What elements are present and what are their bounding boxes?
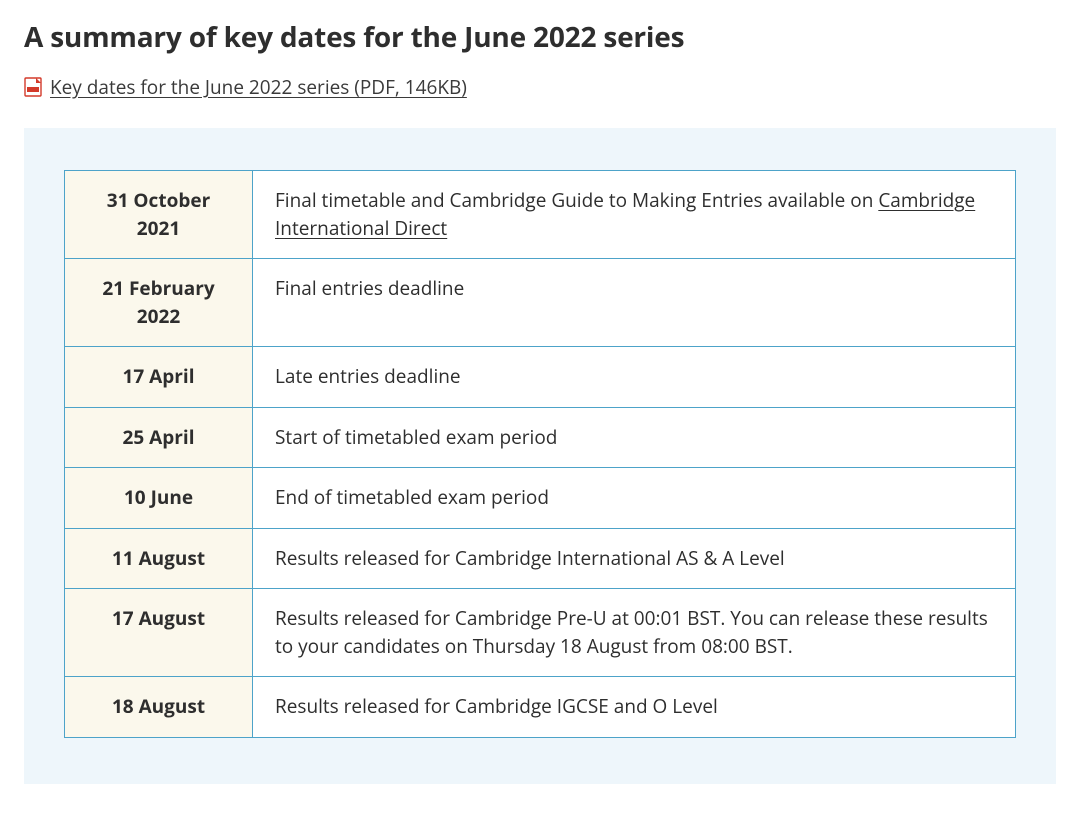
- date-cell: 10 June: [65, 468, 253, 529]
- description-text: Results released for Cambridge Internati…: [275, 545, 785, 571]
- description-text: Start of timetabled exam period: [275, 424, 557, 450]
- pdf-icon: [24, 77, 42, 97]
- date-cell: 25 April: [65, 407, 253, 468]
- download-pdf-link[interactable]: Key dates for the June 2022 series (PDF,…: [50, 74, 467, 100]
- table-row: 11 August Results released for Cambridge …: [65, 528, 1016, 589]
- date-cell: 18 August: [65, 677, 253, 738]
- date-cell: 31 October 2021: [65, 171, 253, 259]
- table-row: 18 August Results released for Cambridge …: [65, 677, 1016, 738]
- description-cell: Start of timetabled exam period: [253, 407, 1016, 468]
- download-row: Key dates for the June 2022 series (PDF,…: [24, 74, 1056, 100]
- table-row: 25 April Start of timetabled exam period: [65, 407, 1016, 468]
- key-dates-table: 31 October 2021 Final timetable and Cambr…: [64, 170, 1016, 738]
- page-title: A summary of key dates for the June 2022…: [24, 18, 1056, 56]
- description-cell: Final entries deadline: [253, 259, 1016, 347]
- date-cell: 11 August: [65, 528, 253, 589]
- description-cell: Results released for Cambridge Internati…: [253, 528, 1016, 589]
- description-text: End of timetabled exam period: [275, 484, 549, 510]
- date-cell: 17 April: [65, 347, 253, 408]
- table-row: 21 February 2022 Final entries deadline: [65, 259, 1016, 347]
- key-dates-tbody: 31 October 2021 Final timetable and Cambr…: [65, 171, 1016, 738]
- table-row: 17 August Results released for Cambridge …: [65, 589, 1016, 677]
- table-row: 31 October 2021 Final timetable and Cambr…: [65, 171, 1016, 259]
- description-cell: Late entries deadline: [253, 347, 1016, 408]
- date-cell: 17 August: [65, 589, 253, 677]
- key-dates-panel: 31 October 2021 Final timetable and Cambr…: [24, 128, 1056, 784]
- description-cell: Results released for Cambridge Pre-U at …: [253, 589, 1016, 677]
- description-cell: Final timetable and Cambridge Guide to M…: [253, 171, 1016, 259]
- description-cell: End of timetabled exam period: [253, 468, 1016, 529]
- description-text: Results released for Cambridge IGCSE and…: [275, 693, 718, 719]
- date-cell: 21 February 2022: [65, 259, 253, 347]
- description-text: Final entries deadline: [275, 275, 464, 301]
- description-text: Results released for Cambridge Pre-U at …: [275, 605, 988, 659]
- description-cell: Results released for Cambridge IGCSE and…: [253, 677, 1016, 738]
- description-text: Final timetable and Cambridge Guide to M…: [275, 187, 878, 213]
- table-row: 17 April Late entries deadline: [65, 347, 1016, 408]
- table-row: 10 June End of timetabled exam period: [65, 468, 1016, 529]
- description-text: Late entries deadline: [275, 363, 461, 389]
